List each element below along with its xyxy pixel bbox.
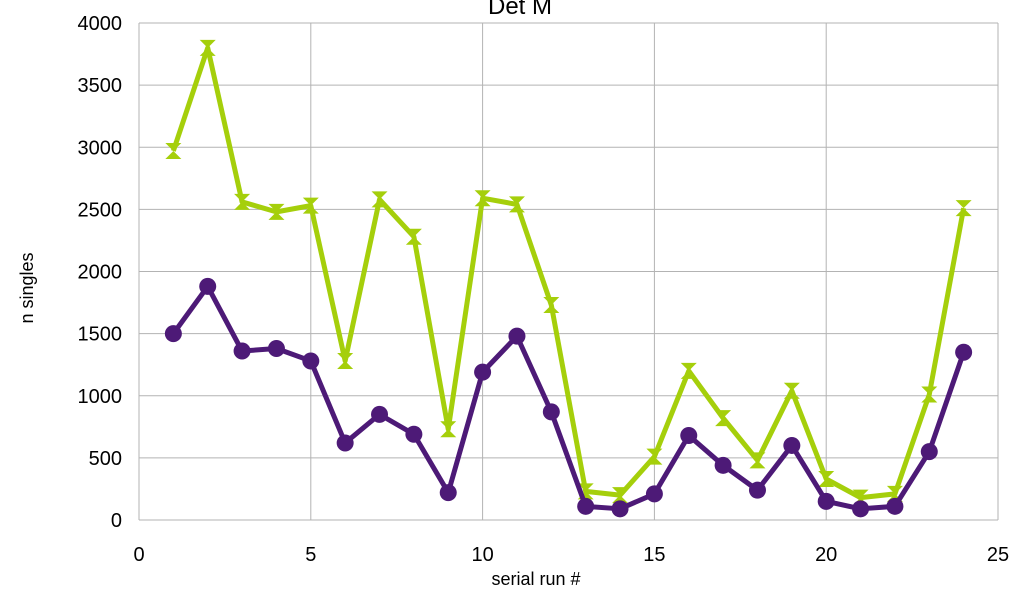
data-point — [611, 500, 629, 518]
grid-lines — [138, 22, 999, 521]
data-point — [749, 452, 766, 469]
series-2 — [164, 277, 973, 518]
data-point — [337, 352, 354, 369]
data-point — [165, 142, 182, 159]
data-point — [680, 427, 698, 445]
data-point — [577, 497, 595, 515]
data-point — [886, 497, 904, 515]
series-layer — [164, 39, 973, 518]
data-point — [542, 403, 560, 421]
data-point — [474, 190, 491, 207]
data-point — [371, 191, 388, 208]
y-tick-label: 3500 — [78, 75, 123, 97]
y-tick-label: 1500 — [78, 324, 123, 346]
data-point — [302, 352, 320, 370]
x-axis-title: serial run # — [491, 569, 580, 589]
data-point — [921, 386, 938, 403]
data-point — [267, 340, 285, 358]
data-point — [336, 434, 354, 452]
x-tick-label: 20 — [815, 544, 837, 566]
data-point — [405, 228, 422, 245]
data-point — [748, 481, 766, 499]
y-tick-label: 4000 — [78, 13, 123, 35]
x-tick-label: 0 — [133, 544, 144, 566]
y-tick-label: 1000 — [78, 386, 123, 408]
x-tick-label: 10 — [471, 544, 493, 566]
data-point — [817, 492, 835, 510]
data-point — [508, 196, 525, 213]
data-point — [612, 487, 629, 504]
data-point — [439, 484, 457, 502]
data-point — [268, 203, 285, 220]
y-tick-label: 0 — [111, 510, 122, 532]
y-axis-title: n singles — [17, 252, 37, 323]
data-point — [715, 410, 732, 427]
x-tick-label: 5 — [305, 544, 316, 566]
y-tick-label: 500 — [89, 448, 122, 470]
data-point — [440, 421, 457, 438]
data-point — [714, 456, 732, 474]
x-tick-label: 25 — [987, 544, 1009, 566]
data-point — [818, 470, 835, 487]
data-point — [852, 500, 870, 518]
data-point — [646, 448, 663, 465]
data-point — [680, 362, 697, 379]
data-point — [783, 436, 801, 454]
data-point — [955, 343, 973, 361]
y-tick-label: 3000 — [78, 137, 123, 159]
data-point — [405, 425, 423, 443]
data-point — [543, 297, 560, 314]
data-point — [783, 382, 800, 399]
data-point — [164, 325, 182, 343]
data-point — [474, 363, 492, 381]
data-point — [199, 277, 217, 295]
series-line — [170, 45, 967, 501]
data-point — [234, 193, 251, 210]
y-tick-label: 2500 — [78, 199, 123, 221]
data-point — [233, 342, 251, 360]
x-tick-label: 15 — [643, 544, 665, 566]
data-point — [508, 327, 526, 345]
data-point — [302, 197, 319, 214]
data-point — [955, 200, 972, 217]
chart-title: Det M — [488, 0, 552, 20]
series-1 — [165, 39, 972, 506]
y-tick-label: 2000 — [78, 262, 123, 284]
data-point — [645, 485, 663, 503]
data-point — [199, 39, 216, 56]
tick-labels: 0 500 1000 1500 2000 2500 3000 3500 4000 0 5 10 15 20… — [78, 13, 1010, 566]
data-point — [920, 443, 938, 461]
data-point — [371, 405, 389, 423]
